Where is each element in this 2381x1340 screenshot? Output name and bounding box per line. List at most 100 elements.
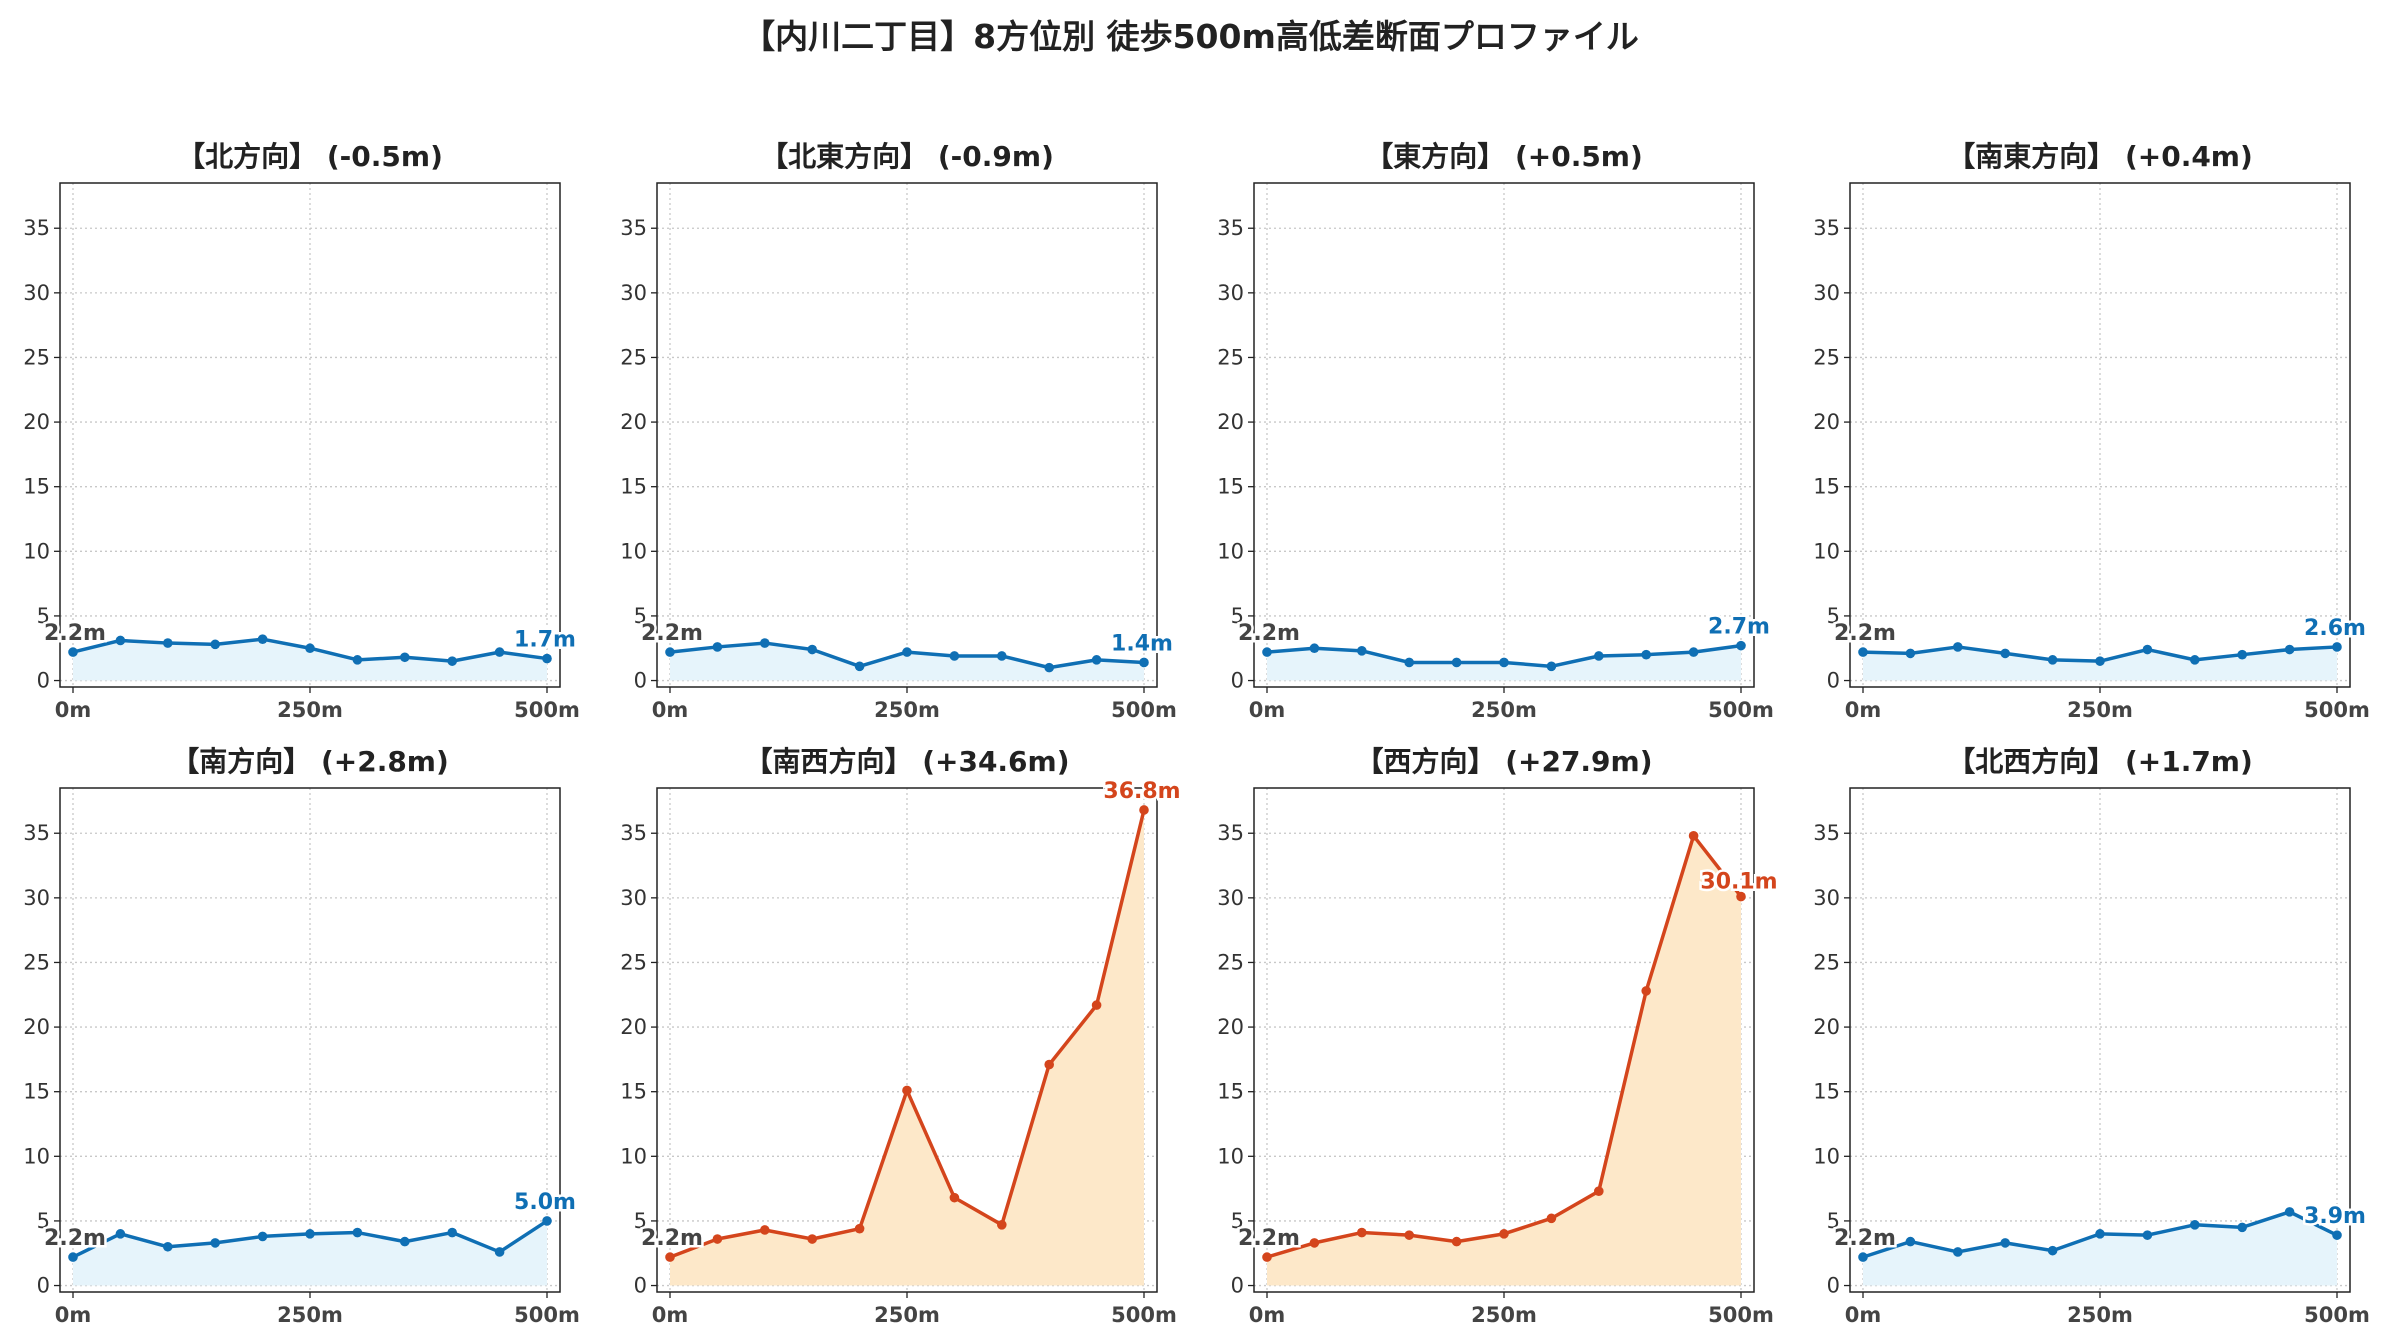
profile-point [949,651,960,661]
y-tick-label: 5 [37,1209,50,1233]
profile-point [163,638,173,648]
profile-point [352,1227,363,1238]
profile-panel-2: 【東方向】 (+0.5m) 0 5 10 15 20 25 30 35 0m 250m 500m 2.2… [1217,140,1774,722]
panel-title: 【南西方向】 (+34.6m) [744,745,1069,778]
profile-point [1262,647,1272,657]
x-tick-label: 250m [277,1303,343,1327]
profile-point [1404,657,1414,668]
y-tick-label: 0 [1827,1274,1840,1298]
profile-point [68,1252,78,1262]
profile-point [902,647,912,657]
profile-point [712,1234,723,1244]
profile-point [1905,1236,1916,1247]
profile-point [1953,642,1963,652]
x-tick-label: 500m [1111,1303,1177,1327]
y-tick-label: 30 [23,886,50,910]
y-tick-label: 10 [23,1144,50,1168]
y-tick-label: 15 [1217,1080,1244,1104]
y-tick-label: 35 [23,216,50,240]
profile-point [257,634,268,644]
panel-title: 【南東方向】 (+0.4m) [1947,140,2253,173]
end-elevation-label: 36.8m [1103,779,1180,804]
profile-point [2284,1207,2295,1217]
x-tick-label: 250m [874,698,940,722]
profile-point [542,1216,552,1226]
profile-area [670,643,1144,681]
profile-point [2237,649,2247,660]
y-tick-label: 25 [620,345,647,369]
start-elevation-label: 2.2m [1834,621,1896,646]
y-tick-label: 25 [23,950,50,974]
profile-point [115,1229,126,1239]
profile-point [400,652,410,663]
y-tick-label: 20 [620,410,647,434]
profile-point [305,643,315,654]
y-tick-label: 35 [1217,216,1244,240]
profile-point [2190,655,2200,665]
y-tick-label: 35 [1813,821,1840,845]
profile-point [1736,891,1746,902]
profile-point [1044,662,1054,673]
y-tick-label: 0 [1231,1274,1244,1298]
x-tick-label: 500m [514,1303,580,1327]
profile-point [1953,1247,1963,1257]
y-tick-label: 20 [23,1015,50,1039]
profile-point [1594,651,1604,661]
y-tick-label: 5 [1231,1209,1244,1233]
profile-point [949,1192,960,1203]
profile-point [1357,646,1367,656]
profile-point [1451,1236,1462,1247]
profile-panel-1: 【北東方向】 (-0.9m) 0 5 10 15 20 25 30 35 0m 250m 500m 2.… [620,140,1177,722]
profile-point [2332,642,2342,652]
x-tick-label: 250m [2067,1303,2133,1327]
panel-title: 【北東方向】 (-0.9m) [760,140,1054,173]
y-tick-label: 5 [1231,604,1244,628]
profile-point [760,638,770,648]
x-tick-label: 0m [1845,1303,1882,1327]
y-tick-label: 15 [23,475,50,499]
profile-point [1091,1000,1102,1010]
y-tick-label: 25 [1217,345,1244,369]
profile-point [760,1225,770,1235]
y-tick-label: 25 [23,345,50,369]
y-tick-label: 20 [1217,410,1244,434]
profile-point [1641,649,1651,660]
y-tick-label: 35 [23,821,50,845]
profile-point [1688,831,1699,841]
end-elevation-label: 1.4m [1111,631,1173,656]
profile-area [1863,1211,2337,1286]
panel-title: 【北西方向】 (+1.7m) [1947,745,2253,778]
end-elevation-label: 1.7m [514,628,576,653]
profile-point [1404,1230,1414,1240]
x-tick-label: 0m [55,698,92,722]
profile-point [1451,657,1462,668]
profile-point [1139,805,1149,815]
x-tick-label: 0m [652,1303,689,1327]
profile-point [1309,1238,1320,1248]
profile-area [1267,835,1741,1286]
profile-panel-5: 【南西方向】 (+34.6m) 0 5 10 15 20 25 30 35 0m 250m 500m 2… [620,745,1183,1327]
profile-point [542,653,552,664]
y-tick-label: 15 [1217,475,1244,499]
profile-point [1091,655,1102,665]
y-tick-label: 15 [620,475,647,499]
profile-point [1139,657,1149,668]
profile-point [902,1085,912,1096]
end-elevation-label: 3.9m [2304,1204,2366,1229]
panel-title: 【南方向】 (+2.8m) [171,745,449,778]
y-tick-label: 5 [1827,604,1840,628]
y-tick-label: 0 [1827,669,1840,693]
end-elevation-label: 2.7m [1708,615,1770,640]
x-tick-label: 250m [1471,1303,1537,1327]
profile-point [2237,1222,2247,1233]
x-tick-label: 250m [277,698,343,722]
start-elevation-label: 2.2m [44,1226,106,1251]
profile-point [1499,657,1509,668]
profile-point [1736,640,1746,651]
y-tick-label: 20 [1813,1015,1840,1039]
profile-point [1499,1229,1509,1239]
start-elevation-label: 2.2m [641,621,703,646]
y-tick-label: 5 [634,604,647,628]
profile-panel-7: 【北西方向】 (+1.7m) 0 5 10 15 20 25 30 35 0m 250m 500m 2.… [1813,745,2370,1327]
profile-point [665,647,675,657]
